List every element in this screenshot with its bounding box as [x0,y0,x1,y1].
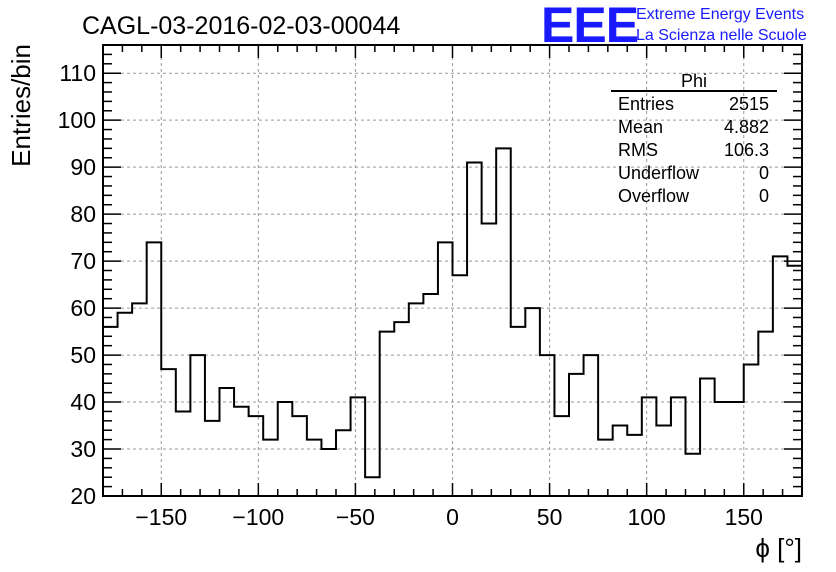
histogram-bin [686,454,701,496]
histogram-bin [321,449,336,496]
histogram-bin [336,430,351,496]
axis-ticks [102,44,803,497]
y-tick-label: 20 [70,483,96,509]
x-tick-label: 0 [446,504,459,530]
eee-logo: EEE Extreme Energy Events La Scienza nel… [541,0,807,53]
histogram-bin [263,440,278,496]
x-tick-label: 100 [627,504,665,530]
y-tick-label: 110 [59,60,96,86]
histogram-bin [438,242,453,496]
stats-row-value: 2515 [729,94,769,114]
stats-row-label: RMS [618,140,658,160]
histogram-bin [627,435,642,496]
y-tick-label: 80 [70,201,96,227]
histogram-bin [132,303,147,496]
histogram-bin [758,332,773,496]
histogram-series [103,147,802,496]
histogram-bin [613,426,628,496]
logo-line-1: Extreme Energy Events [636,6,804,23]
x-tick-label: −150 [135,504,187,530]
histogram-bin [773,256,788,496]
y-tick-labels: 20 30 40 50 60 70 80 90 100 110 [58,60,96,509]
histogram-bin [118,313,133,496]
x-tick-label: 150 [725,504,763,530]
y-tick-label: 50 [70,342,96,368]
histogram-bin [744,364,759,496]
histogram-bin [292,416,307,496]
stats-row-value: 0 [759,186,769,206]
x-axis-title: ϕ [°] [755,533,802,563]
stats-row-label: Overflow [618,186,690,206]
stats-row-label: Mean [618,117,663,137]
histogram-bin [365,477,380,496]
y-tick-label: 100 [58,107,96,133]
histogram-bin [351,397,366,496]
stats-row-value: 4.882 [724,117,769,137]
histogram-bin [482,224,497,496]
histogram-bin [569,374,584,496]
histogram-bin [423,294,438,496]
histogram-bin [656,426,671,496]
y-tick-label: 90 [70,154,96,180]
y-axis-title: Entries/bin [6,44,36,167]
histogram-bin [380,332,395,496]
logo-line-2: La Scienza nelle Scuole [636,27,807,44]
histogram-bin [205,421,220,496]
y-tick-label: 30 [70,436,96,462]
x-tick-label: −100 [232,504,284,530]
histogram-bin [176,411,191,496]
chart-title: CAGL-03-2016-02-03-00044 [82,12,400,40]
stats-row-label: Entries [618,94,674,114]
histogram-bin [496,148,511,496]
histogram-outline [103,147,802,479]
histogram-bin [671,397,686,496]
stats-row-label: Underflow [618,163,700,183]
histogram-bin [540,355,555,496]
histogram-bin [234,407,249,496]
y-tick-label: 60 [70,295,96,321]
histogram-bin [190,355,205,496]
histogram-bin [700,379,715,496]
stats-box: Phi Entries 2515 Mean 4.882 RMS 106.3 Underflo… [611,71,777,206]
histogram-bin [787,266,802,496]
histogram-bin [584,355,599,496]
x-tick-label: 50 [537,504,563,530]
y-tick-label: 70 [70,248,96,274]
histogram-bin [307,440,322,496]
histogram-bin [220,388,235,496]
y-tick-label: 40 [70,389,96,415]
histogram-bin [147,242,162,496]
histogram-bin [161,369,176,496]
histogram-bin [598,440,613,496]
histogram-bin [409,303,424,496]
x-tick-labels: −150 −100 −50 0 50 100 150 [135,504,763,530]
histogram-bin [554,416,569,496]
stats-row-value: 0 [759,163,769,183]
stats-row-value: 106.3 [724,140,769,160]
histogram-bin [249,416,264,496]
histogram-bin [467,162,482,496]
histogram-bin [642,397,657,496]
histogram-bin [511,327,526,496]
stats-box-name: Phi [681,71,707,91]
histogram-bin [394,322,409,496]
x-tick-label: −50 [336,504,375,530]
